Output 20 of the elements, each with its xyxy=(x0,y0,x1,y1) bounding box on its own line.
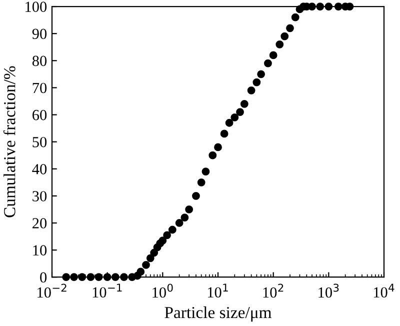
x-tick-label: 10$^{−1}$ xyxy=(92,284,122,298)
y-tick-label: 30 xyxy=(32,191,47,202)
x-axis-title: Particle size/μm xyxy=(164,306,272,322)
y-tick-label: 70 xyxy=(32,82,47,94)
y-tick-label: 10 xyxy=(33,245,47,256)
y-tick-label: 40 xyxy=(32,164,47,174)
y-tick-label: 90 xyxy=(32,28,47,40)
y-tick-label: 20 xyxy=(32,218,47,228)
x-tick-label: 10$^{2}$ xyxy=(263,284,284,298)
x-tick-label: 10$^{1}$ xyxy=(208,284,228,298)
y-tick-label: 0 xyxy=(40,272,47,283)
x-tick-label: 10$^{−2}$ xyxy=(38,284,66,298)
x-tick-label: 10$^{3}$ xyxy=(318,284,339,298)
y-tick-label: 80 xyxy=(32,56,47,66)
y-axis-title: Cumulative fraction/% xyxy=(3,66,16,218)
x-tick-label: 10$^{4}$ xyxy=(374,284,394,298)
y-tick-label: 100 xyxy=(26,2,47,12)
y-tick-label: 50 xyxy=(32,136,47,148)
y-tick-label: 60 xyxy=(32,110,47,120)
x-tick-label: 10$^{0}$ xyxy=(152,284,173,298)
